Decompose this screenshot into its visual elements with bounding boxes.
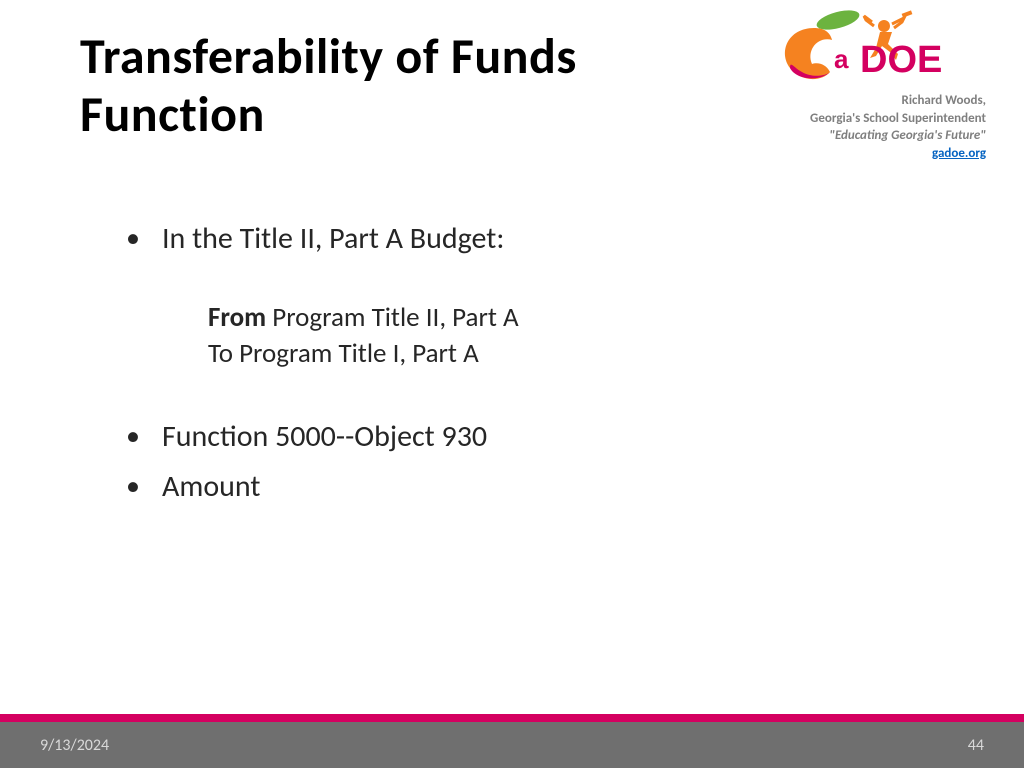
sub-line-to: To Program Title I, Part A: [208, 336, 868, 372]
logo-link[interactable]: gadoe.org: [932, 146, 986, 161]
sub-line-from: From Program Title II, Part A: [208, 300, 868, 336]
bullet-text: In the Title II, Part A Budget:: [162, 220, 504, 257]
logo-block: a DOE Richard Woods, Georgia's School Su…: [766, 10, 986, 162]
gadoe-logo-icon: a DOE: [776, 10, 986, 88]
content-body: In the Title II, Part A Budget: From Pro…: [128, 220, 868, 517]
svg-text:a: a: [834, 44, 849, 74]
logo-tagline: "Educating Georgia's Future": [766, 127, 986, 145]
sub-from-bold: From: [208, 301, 266, 334]
logo-caption: Richard Woods, Georgia's School Superint…: [766, 92, 986, 162]
bullet-item: Amount: [128, 468, 868, 506]
sub-from-rest: Program Title II, Part A: [266, 301, 519, 334]
bullet-text: Function 5000--Object 930: [162, 418, 487, 455]
svg-text:DOE: DOE: [860, 39, 942, 81]
bullet-item: Function 5000--Object 930: [128, 418, 868, 456]
footer-bar: 9/13/2024 44: [0, 722, 1024, 768]
sub-block: From Program Title II, Part A To Program…: [208, 300, 868, 373]
footer: 9/13/2024 44: [0, 714, 1024, 768]
slide-title: Transferability of Funds Function: [80, 28, 700, 143]
logo-name: Richard Woods,: [766, 92, 986, 110]
footer-date: 9/13/2024: [40, 736, 109, 755]
footer-accent-bar: [0, 714, 1024, 722]
bullet-text: Amount: [162, 468, 260, 505]
logo-role: Georgia's School Superintendent: [766, 110, 986, 128]
footer-page: 44: [968, 736, 984, 755]
bullet-item: In the Title II, Part A Budget:: [128, 220, 868, 258]
slide: Transferability of Funds Function a DOE …: [0, 0, 1024, 768]
